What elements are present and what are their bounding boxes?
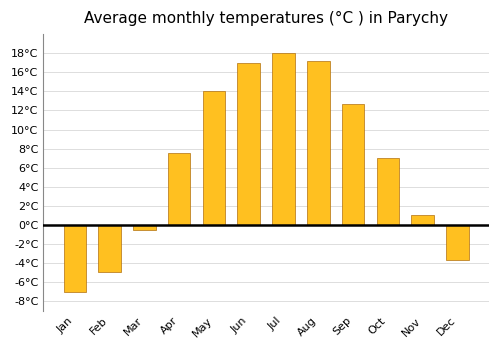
Bar [133,225,156,230]
Bar [446,225,468,260]
Bar [272,53,295,225]
Bar [376,158,399,225]
Bar [238,63,260,225]
Bar [168,153,190,225]
Title: Average monthly temperatures (°C ) in Parychy: Average monthly temperatures (°C ) in Pa… [84,11,448,26]
Bar [342,104,364,225]
Bar [64,225,86,292]
Bar [202,91,226,225]
Bar [98,225,121,273]
Bar [307,61,330,225]
Bar [412,215,434,225]
